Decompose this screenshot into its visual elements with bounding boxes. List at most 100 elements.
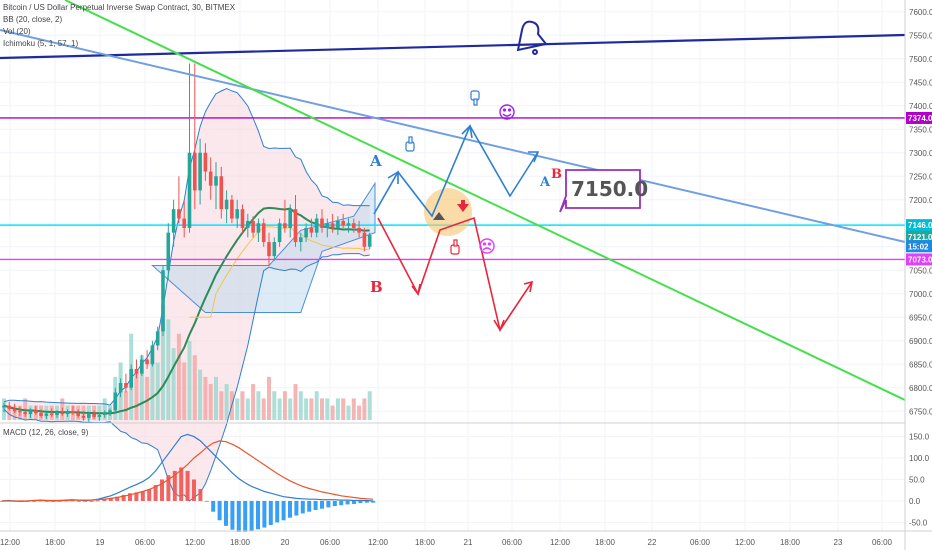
candle-body bbox=[182, 218, 186, 228]
macd-histogram-bar bbox=[307, 500, 312, 512]
time-tick-label: 19 bbox=[96, 538, 105, 547]
candle-body bbox=[325, 223, 330, 228]
macd-tick-label: 150.0 bbox=[909, 433, 930, 442]
volume-bar bbox=[171, 348, 176, 420]
volume-bar bbox=[304, 398, 309, 420]
price-callout: 7150.0 bbox=[559, 169, 648, 213]
price-tick-label: 7250.0 bbox=[909, 172, 932, 181]
macd-histogram-bar bbox=[364, 500, 369, 503]
indicator-legend-ichimoku[interactable]: Ichimoku (5, 1, 57, 1) bbox=[3, 39, 78, 48]
price-tick-label: 7200.0 bbox=[909, 196, 932, 205]
macd-histogram-bar bbox=[76, 500, 81, 502]
candle-body bbox=[341, 220, 345, 226]
candle-body bbox=[261, 223, 266, 243]
macd-tick-label: 100.0 bbox=[909, 454, 930, 463]
candle-body bbox=[187, 152, 192, 228]
volume-bar bbox=[192, 355, 197, 420]
candlestick-series bbox=[2, 63, 372, 422]
volume-bar bbox=[346, 405, 351, 420]
green-trendline[interactable] bbox=[64, 0, 906, 401]
candle-body bbox=[367, 235, 372, 247]
macd-histogram-bar bbox=[249, 500, 254, 531]
price-tick-label: 7000.0 bbox=[909, 290, 932, 299]
candle-body bbox=[304, 227, 308, 238]
candle-body bbox=[118, 383, 123, 393]
candle-body bbox=[293, 209, 298, 243]
macd-signal-line bbox=[2, 440, 374, 502]
macd-histogram-bar bbox=[236, 500, 241, 532]
navy-trendline[interactable] bbox=[0, 33, 906, 60]
volume-bar bbox=[219, 391, 224, 420]
volume-bar bbox=[341, 398, 346, 420]
macd-histogram-bar bbox=[198, 488, 203, 501]
candle-body bbox=[336, 220, 340, 228]
volume-bar bbox=[357, 405, 362, 420]
candle-body bbox=[224, 199, 229, 210]
macd-legend[interactable]: MACD (12, 26, close, 9) bbox=[3, 428, 88, 437]
time-tick-label: 18:00 bbox=[780, 538, 801, 547]
time-tick-label: 06:00 bbox=[872, 538, 893, 547]
macd-histogram-bar bbox=[96, 500, 100, 502]
candle-body bbox=[18, 411, 22, 413]
volume-bar bbox=[235, 398, 240, 420]
blue-projection-arrows bbox=[373, 124, 540, 218]
candle-body bbox=[34, 410, 38, 414]
symbol-title: Bitcoin / US Dollar Perpetual Inverse Sw… bbox=[3, 3, 236, 12]
volume-bar bbox=[309, 398, 314, 420]
candle-body bbox=[362, 232, 367, 247]
volume-bar bbox=[277, 398, 282, 420]
light-blue-trendline[interactable] bbox=[0, 29, 906, 243]
candle-body bbox=[320, 218, 324, 228]
price-tick-label: 6900.0 bbox=[909, 337, 932, 346]
candle-body bbox=[208, 171, 213, 186]
price-tag-label: 7073.0 bbox=[908, 255, 932, 264]
candle-body bbox=[92, 414, 96, 417]
candle-body bbox=[235, 209, 239, 219]
ichimoku-cloud bbox=[151, 181, 376, 314]
volume-bar bbox=[102, 398, 107, 420]
annotation-letter-b-2: B bbox=[551, 167, 562, 182]
candle-body bbox=[198, 152, 202, 191]
price-tag-bg bbox=[906, 253, 932, 266]
macd-histogram-bar bbox=[294, 500, 299, 516]
price-tag-label: 7146.0 bbox=[908, 221, 932, 230]
indicator-legend-vol[interactable]: Vol (20) bbox=[3, 27, 31, 36]
macd-histogram-bar bbox=[230, 500, 235, 530]
candle-body bbox=[352, 223, 356, 228]
macd-histogram-bar bbox=[140, 491, 145, 501]
candle-body bbox=[2, 405, 6, 408]
macd-histogram-bar bbox=[83, 500, 88, 502]
price-tag-label: 7374.0 bbox=[908, 114, 932, 123]
macd-histogram-bar bbox=[256, 500, 260, 530]
volume-bar bbox=[367, 391, 372, 420]
price-tick-label: 7050.0 bbox=[909, 266, 932, 275]
macd-histogram-bar bbox=[102, 499, 107, 501]
time-axis[interactable]: 12:00 18:00 19 06:00 12:00 18:00 20 06:00 12:00 1… bbox=[0, 538, 893, 547]
price-tag-label: 15:02 bbox=[908, 242, 929, 251]
candle-body bbox=[246, 220, 250, 228]
volume-bar bbox=[161, 305, 165, 420]
candle-body bbox=[251, 220, 255, 233]
indicator-legend-bb[interactable]: BB (20, close, 2) bbox=[3, 15, 62, 24]
red-projection-arrows bbox=[377, 216, 534, 332]
macd-histogram-bar bbox=[134, 492, 139, 501]
candle-body bbox=[299, 237, 303, 243]
candle-body bbox=[76, 413, 80, 416]
candle-body bbox=[288, 209, 292, 228]
macd-histogram-bar bbox=[217, 500, 222, 521]
candle-body bbox=[113, 392, 118, 411]
candle-body bbox=[134, 368, 139, 374]
price-tick-label: 7500.0 bbox=[909, 55, 932, 64]
candle-body bbox=[240, 209, 245, 228]
macd-histogram-bar bbox=[121, 494, 126, 501]
candle-body bbox=[309, 227, 314, 233]
annotation-letter-a-2: A bbox=[539, 175, 551, 190]
volume-bar bbox=[282, 391, 287, 420]
candle-body bbox=[277, 223, 282, 243]
volume-bar bbox=[335, 398, 340, 420]
macd-axis[interactable]: -50.0 0.0 50.0 100.0 150.0 bbox=[909, 433, 930, 528]
indicator-bb-label: BB (20, close, 2) bbox=[3, 15, 63, 24]
volume-bar bbox=[272, 391, 277, 420]
time-tick-label: 12:00 bbox=[735, 538, 756, 547]
